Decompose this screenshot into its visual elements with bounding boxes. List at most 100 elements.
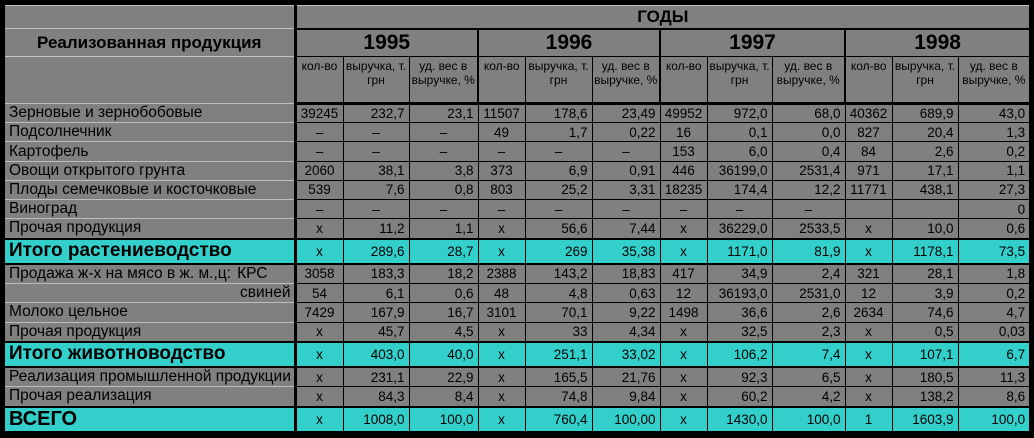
cell-share[interactable]: – <box>408 141 478 162</box>
cell-qty[interactable]: x <box>477 218 525 239</box>
cell-qty[interactable]: x <box>844 366 892 387</box>
cell-share[interactable]: 73,5 <box>957 237 1029 265</box>
cell-revenue[interactable]: 60,2 <box>706 386 772 407</box>
cell-qty[interactable]: x <box>659 340 707 369</box>
cell-share[interactable]: 0,2 <box>957 283 1029 303</box>
cell-qty[interactable]: x <box>659 366 707 387</box>
cell-share[interactable]: 4,2 <box>771 386 845 407</box>
col-header-revenue[interactable]: выручка, т. грн <box>706 56 772 105</box>
cell-share[interactable]: 6,5 <box>771 366 845 387</box>
cell-share[interactable]: 1,8 <box>957 263 1029 284</box>
cell-revenue[interactable]: 165,5 <box>524 366 592 387</box>
cell-qty[interactable]: x <box>844 386 892 407</box>
cell-qty[interactable]: 373 <box>477 160 525 181</box>
cell-share[interactable]: 9,22 <box>591 302 660 323</box>
cell-qty[interactable]: 321 <box>844 263 892 284</box>
cell-share[interactable]: 1,3 <box>957 122 1029 142</box>
cell-revenue[interactable]: 36193,0 <box>706 283 772 303</box>
cell-revenue[interactable]: – <box>342 199 409 219</box>
year-header[interactable]: 1998 <box>843 28 1029 57</box>
cell-share[interactable]: 40,0 <box>408 340 478 369</box>
cell-qty[interactable]: x <box>659 218 707 239</box>
cell-qty[interactable]: x <box>294 218 343 239</box>
year-header[interactable]: 1995 <box>294 28 478 57</box>
cell-share[interactable]: – <box>408 122 478 142</box>
cell-share[interactable]: 3,31 <box>591 179 660 200</box>
cell-share[interactable]: 9,84 <box>591 386 660 407</box>
cell-revenue[interactable]: – <box>706 199 772 219</box>
cell-revenue[interactable]: 7,6 <box>342 179 409 200</box>
cell-revenue[interactable]: 178,6 <box>524 102 592 123</box>
cell-qty[interactable]: 48 <box>477 283 525 303</box>
cell-share[interactable]: 8,4 <box>408 386 478 407</box>
cell-share[interactable]: 33,02 <box>591 340 660 369</box>
cell-share[interactable]: 2,4 <box>771 263 845 284</box>
cell-qty[interactable]: x <box>844 237 892 265</box>
row-label[interactable]: Прочая реализация <box>5 386 297 407</box>
cell-share[interactable]: 68,0 <box>771 102 845 123</box>
cell-share[interactable]: 0,2 <box>957 141 1029 162</box>
cell-qty[interactable]: x <box>294 237 343 265</box>
cell-revenue[interactable]: – <box>342 141 409 162</box>
cell-share[interactable]: – <box>591 199 660 219</box>
year-header[interactable]: 1997 <box>659 28 845 57</box>
cell-qty[interactable]: 3101 <box>477 302 525 323</box>
cell-share[interactable]: 28,7 <box>408 237 478 265</box>
cell-qty[interactable]: 446 <box>659 160 707 181</box>
cell-revenue[interactable]: 138,2 <box>891 386 958 407</box>
cell-qty[interactable]: 49 <box>477 122 525 142</box>
cell-revenue[interactable]: 34,9 <box>706 263 772 284</box>
cell-qty[interactable]: 84 <box>844 141 892 162</box>
cell-qty[interactable]: x <box>477 321 525 342</box>
col-header-qty[interactable]: кол-во <box>659 56 707 105</box>
cell-revenue[interactable]: 760,4 <box>524 405 592 433</box>
cell-revenue[interactable]: 74,6 <box>891 302 958 323</box>
cell-share[interactable]: 21,76 <box>591 366 660 387</box>
cell-qty[interactable]: x <box>659 386 707 407</box>
cell-qty[interactable]: 1498 <box>659 302 707 323</box>
cell-share[interactable]: 3,8 <box>408 160 478 181</box>
cell-qty[interactable]: x <box>477 340 525 369</box>
cell-qty[interactable]: 12 <box>659 283 707 303</box>
cell-share[interactable]: 0 <box>957 199 1029 219</box>
cell-revenue[interactable]: – <box>524 141 592 162</box>
cell-qty[interactable]: x <box>659 405 707 433</box>
cell-revenue[interactable]: 1430,0 <box>706 405 772 433</box>
cell-share[interactable]: 4,7 <box>957 302 1029 323</box>
row-label[interactable]: Плоды семечковые и косточковые <box>5 179 297 200</box>
cell-revenue[interactable]: 6,1 <box>342 283 409 303</box>
year-header[interactable]: 1996 <box>477 28 660 57</box>
cell-share[interactable]: 7,4 <box>771 340 845 369</box>
col-header-share[interactable]: уд. вес в выручке, % <box>408 56 478 105</box>
cell-qty[interactable]: x <box>294 366 343 387</box>
cell-qty[interactable]: 2388 <box>477 263 525 284</box>
cell-revenue[interactable]: 36199,0 <box>706 160 772 181</box>
cell-share[interactable]: 2531,0 <box>771 283 845 303</box>
corner-cell-top[interactable] <box>5 5 297 29</box>
cell-revenue[interactable]: 36229,0 <box>706 218 772 239</box>
cell-share[interactable]: 1,1 <box>408 218 478 239</box>
cell-qty[interactable]: x <box>477 386 525 407</box>
col-header-revenue[interactable]: выручка, т. грн <box>524 56 592 105</box>
cell-qty[interactable]: x <box>844 321 892 342</box>
cell-share[interactable]: 0,03 <box>957 321 1029 342</box>
cell-qty[interactable]: x <box>659 321 707 342</box>
col-header-share[interactable]: уд. вес в выручке, % <box>591 56 660 105</box>
row-label[interactable]: Подсолнечник <box>5 122 297 142</box>
cell-qty[interactable]: – <box>294 141 343 162</box>
cell-revenue[interactable]: 56,6 <box>524 218 592 239</box>
cell-share[interactable]: 1,1 <box>957 160 1029 181</box>
cell-revenue[interactable] <box>891 199 958 219</box>
cell-qty[interactable]: 39245 <box>294 102 343 123</box>
cell-qty[interactable]: – <box>659 199 707 219</box>
cell-revenue[interactable]: 38,1 <box>342 160 409 181</box>
cell-share[interactable]: 6,7 <box>957 340 1029 369</box>
cell-revenue[interactable]: 74,8 <box>524 386 592 407</box>
row-label[interactable]: КРС Продажа ж-х на мясо в ж. м.,ц: <box>5 263 297 284</box>
cell-share[interactable]: 0,4 <box>771 141 845 162</box>
cell-share[interactable]: 2533,5 <box>771 218 845 239</box>
row-label[interactable]: Прочая продукция <box>5 321 297 342</box>
cell-qty[interactable]: 40362 <box>844 102 892 123</box>
col-header-revenue[interactable]: выручка, т. грн <box>891 56 958 105</box>
cell-qty[interactable]: 1 <box>844 405 892 433</box>
